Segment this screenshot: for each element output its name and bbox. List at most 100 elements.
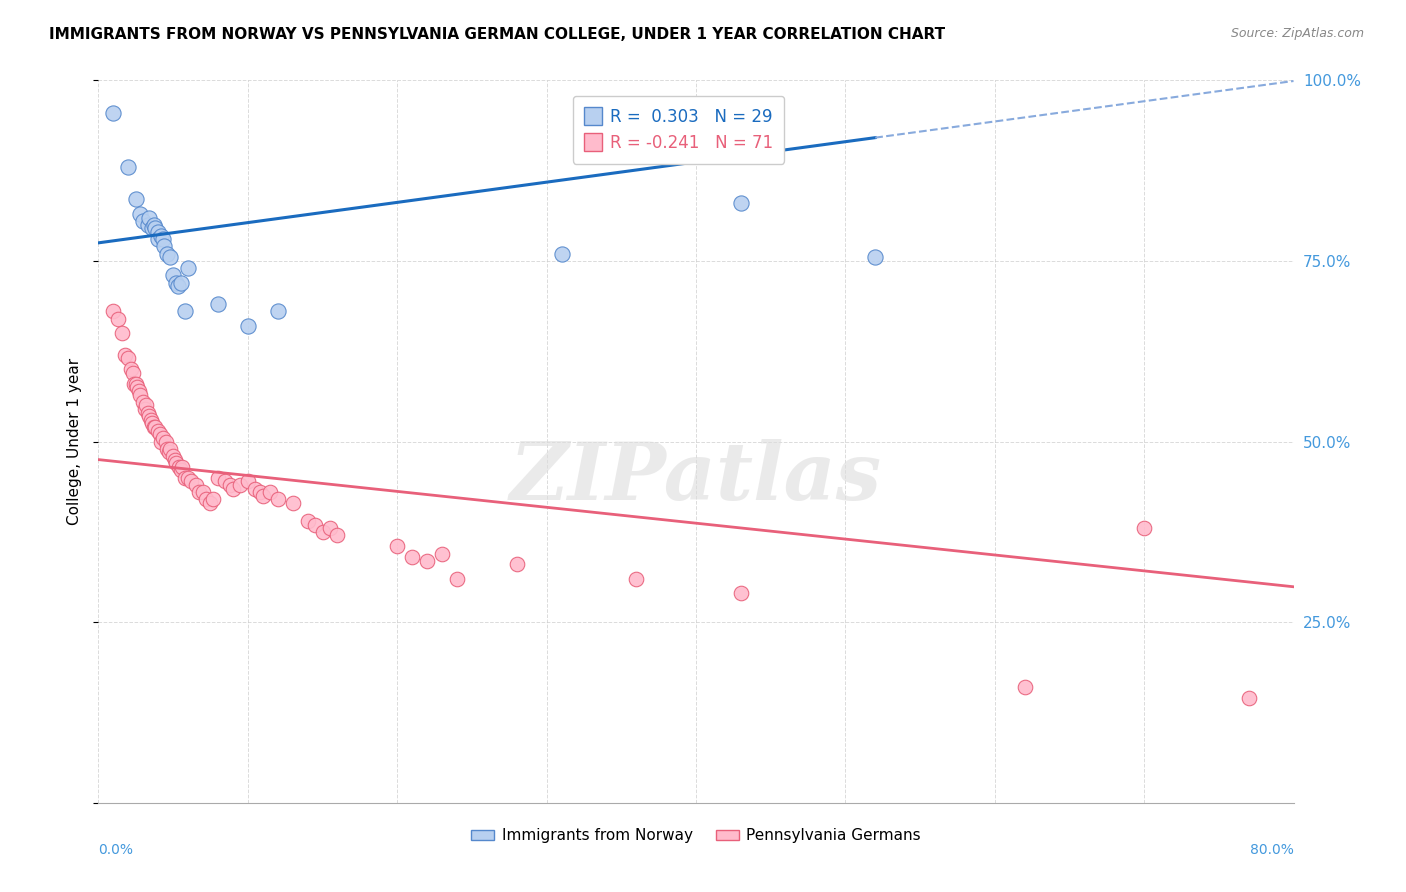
- Point: [416, 554, 439, 568]
- Y-axis label: College, Under 1 year: College, Under 1 year: [67, 358, 83, 525]
- Point: [150, 228, 173, 243]
- Point: [169, 276, 191, 290]
- Text: IMMIGRANTS FROM NORWAY VS PENNSYLVANIA GERMAN COLLEGE, UNDER 1 YEAR CORRELATION : IMMIGRANTS FROM NORWAY VS PENNSYLVANIA G…: [49, 27, 945, 42]
- Point: [169, 463, 191, 477]
- Point: [128, 384, 150, 398]
- Point: [117, 351, 139, 366]
- Point: [236, 475, 259, 489]
- Point: [1237, 691, 1260, 706]
- Point: [148, 225, 170, 239]
- Point: [281, 496, 304, 510]
- Point: [550, 246, 572, 260]
- Point: [626, 572, 648, 586]
- Point: [172, 459, 194, 474]
- Point: [222, 482, 245, 496]
- Point: [152, 232, 174, 246]
- Point: [124, 376, 146, 391]
- Point: [174, 304, 197, 318]
- Point: [229, 478, 252, 492]
- Point: [143, 420, 166, 434]
- Point: [138, 409, 160, 424]
- Point: [207, 297, 229, 311]
- Legend: Immigrants from Norway, Pennsylvania Germans: Immigrants from Norway, Pennsylvania Ger…: [465, 822, 927, 849]
- Point: [121, 366, 143, 380]
- Point: [174, 470, 197, 484]
- Point: [249, 485, 271, 500]
- Point: [157, 445, 180, 459]
- Point: [132, 394, 155, 409]
- Point: [129, 207, 152, 221]
- Point: [149, 427, 172, 442]
- Point: [107, 311, 129, 326]
- Point: [159, 250, 181, 264]
- Point: [114, 348, 136, 362]
- Point: [187, 485, 209, 500]
- Point: [156, 246, 179, 260]
- Point: [319, 521, 342, 535]
- Point: [135, 398, 157, 412]
- Point: [125, 376, 148, 391]
- Point: [134, 402, 156, 417]
- Point: [136, 406, 159, 420]
- Point: [103, 105, 125, 120]
- Point: [177, 470, 200, 484]
- Point: [177, 261, 200, 276]
- Point: [138, 211, 160, 225]
- Point: [252, 489, 274, 503]
- Point: [111, 326, 134, 340]
- Point: [159, 442, 181, 456]
- Point: [153, 239, 176, 253]
- Point: [506, 558, 529, 572]
- Point: [195, 492, 218, 507]
- Point: [165, 456, 187, 470]
- Point: [142, 218, 165, 232]
- Point: [162, 268, 184, 283]
- Point: [152, 431, 174, 445]
- Point: [311, 524, 333, 539]
- Point: [180, 475, 202, 489]
- Point: [141, 417, 163, 431]
- Text: 0.0%: 0.0%: [98, 843, 134, 856]
- Point: [865, 250, 887, 264]
- Point: [267, 304, 290, 318]
- Point: [120, 362, 142, 376]
- Point: [165, 276, 187, 290]
- Point: [139, 413, 162, 427]
- Point: [103, 304, 125, 318]
- Text: Source: ZipAtlas.com: Source: ZipAtlas.com: [1230, 27, 1364, 40]
- Point: [155, 434, 177, 449]
- Point: [117, 160, 139, 174]
- Point: [245, 482, 267, 496]
- Point: [148, 424, 170, 438]
- Text: 80.0%: 80.0%: [1250, 843, 1294, 856]
- Point: [150, 434, 173, 449]
- Point: [156, 442, 179, 456]
- Point: [297, 514, 319, 528]
- Point: [1014, 680, 1036, 694]
- Point: [162, 449, 184, 463]
- Point: [207, 470, 229, 484]
- Point: [304, 517, 326, 532]
- Point: [267, 492, 290, 507]
- Point: [142, 420, 165, 434]
- Text: ZIPatlas: ZIPatlas: [510, 439, 882, 516]
- Point: [167, 459, 190, 474]
- Point: [136, 218, 159, 232]
- Point: [259, 485, 281, 500]
- Point: [1133, 521, 1156, 535]
- Point: [200, 496, 222, 510]
- Point: [125, 193, 148, 207]
- Point: [430, 547, 453, 561]
- Point: [326, 528, 349, 542]
- Point: [202, 492, 225, 507]
- Point: [184, 478, 207, 492]
- Point: [148, 232, 170, 246]
- Point: [129, 387, 152, 401]
- Point: [236, 318, 259, 333]
- Point: [730, 196, 752, 211]
- Point: [127, 380, 149, 394]
- Point: [191, 485, 214, 500]
- Point: [446, 572, 468, 586]
- Point: [166, 279, 188, 293]
- Point: [219, 478, 242, 492]
